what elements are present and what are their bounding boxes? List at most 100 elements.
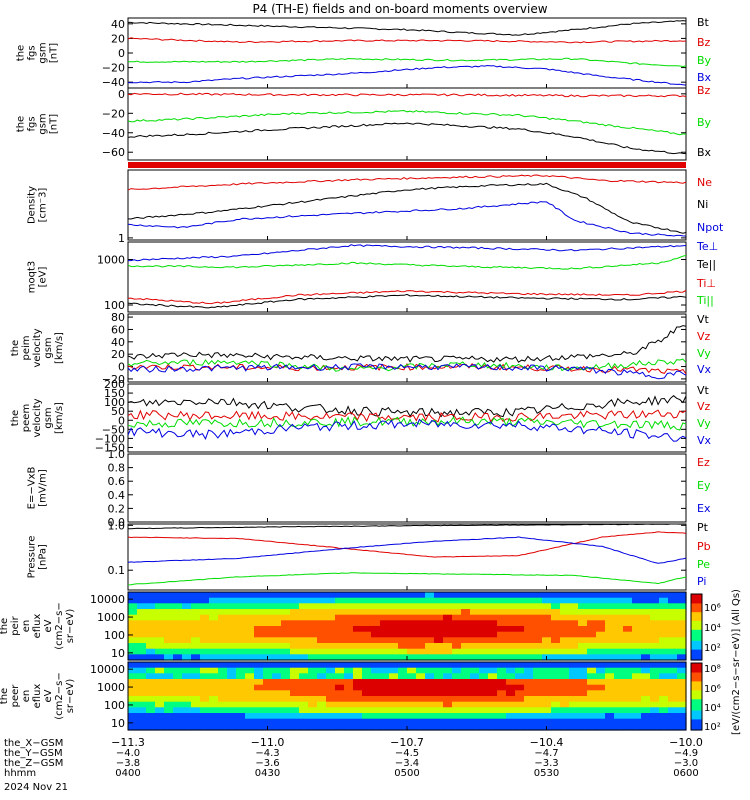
heatmap-cell: [209, 626, 219, 633]
heatmap-cell: [506, 637, 516, 644]
heatmap-cell: [650, 724, 660, 731]
heatmap-cell: [308, 648, 318, 655]
x-row-label: the_Z−GSM: [4, 758, 63, 769]
heatmap-cell: [452, 592, 462, 599]
heatmap-cell: [308, 684, 318, 691]
heatmap-cell: [452, 654, 462, 661]
colorbar-cell: [691, 665, 702, 668]
heatmap-cell: [182, 637, 192, 644]
heatmap-cell: [281, 626, 291, 633]
heatmap-cell: [335, 614, 345, 621]
heatmap-cell: [272, 609, 282, 616]
heatmap-cell: [452, 707, 462, 714]
panel-frame: [127, 241, 687, 313]
heatmap-cell: [488, 609, 498, 616]
heatmap-cell: [479, 626, 489, 633]
heatmap-cell: [605, 614, 615, 621]
heatmap-cell: [452, 614, 462, 621]
colorbar-tick-label: 10⁴: [704, 623, 721, 634]
heatmap-cell: [155, 667, 165, 674]
heatmap-cell: [191, 597, 201, 604]
heatmap-cell: [425, 620, 435, 627]
heatmap-cell: [137, 626, 147, 633]
heatmap-cell: [200, 724, 210, 731]
heatmap-cell: [326, 643, 336, 650]
heatmap-cell: [389, 673, 399, 680]
colorbar-tick-label: 10⁸: [704, 664, 721, 675]
heatmap-cell: [245, 724, 255, 731]
heatmap-cell: [425, 614, 435, 621]
heatmap-cell: [668, 707, 678, 714]
y-tick-label: 0.4: [108, 489, 126, 502]
colorbar-cell: [691, 703, 702, 706]
heatmap-cell: [164, 609, 174, 616]
heatmap-cell: [650, 662, 660, 669]
heatmap-cell: [443, 609, 453, 616]
heatmap-cell: [371, 690, 381, 697]
heatmap-cell: [425, 701, 435, 708]
heatmap-cell: [677, 662, 687, 669]
heatmap-cell: [245, 614, 255, 621]
heatmap-cell: [182, 701, 192, 708]
heatmap-cell: [398, 662, 408, 669]
heatmap-cell: [272, 592, 282, 599]
heatmap-cell: [596, 662, 606, 669]
heatmap-cell: [155, 614, 165, 621]
heatmap-cell: [191, 673, 201, 680]
heatmap-cell: [461, 673, 471, 680]
y-tick-label: 10000: [90, 593, 125, 606]
heatmap-cell: [641, 614, 651, 621]
heatmap-cell: [434, 684, 444, 691]
heatmap-cell: [524, 597, 534, 604]
heatmap-cell: [623, 592, 633, 599]
heatmap-cell: [452, 637, 462, 644]
colorbar-cell: [691, 687, 702, 691]
heatmap-cell: [308, 673, 318, 680]
heatmap-cell: [254, 673, 264, 680]
heatmap-cell: [470, 679, 480, 686]
heatmap-cell: [245, 648, 255, 655]
heatmap-cell: [560, 679, 570, 686]
heatmap-cell: [236, 648, 246, 655]
heatmap-cell: [443, 718, 453, 725]
heatmap-cell: [551, 707, 561, 714]
heatmap-cell: [227, 684, 237, 691]
colorbar-cell: [691, 611, 702, 615]
heatmap-cell: [461, 662, 471, 669]
heatmap-cell: [506, 597, 516, 604]
heatmap-cell: [650, 707, 660, 714]
heatmap-cell: [659, 713, 669, 720]
heatmap-cell: [614, 648, 624, 655]
heatmap-cell: [173, 592, 183, 599]
heatmap-cell: [407, 620, 417, 627]
heatmap-cell: [578, 643, 588, 650]
y-axis-label: peir: [10, 615, 21, 635]
heatmap-cell: [605, 654, 615, 661]
heatmap-cell: [272, 597, 282, 604]
heatmap-cell: [650, 713, 660, 720]
heatmap-cell: [515, 626, 525, 633]
heatmap-cell: [299, 662, 309, 669]
heatmap-cell: [155, 690, 165, 697]
heatmap-cell: [173, 713, 183, 720]
heatmap-cell: [560, 620, 570, 627]
heatmap-cell: [317, 592, 327, 599]
heatmap-cell: [281, 713, 291, 720]
heatmap-cell: [497, 684, 507, 691]
heatmap-cell: [272, 707, 282, 714]
x-row-value: −4.3: [255, 748, 279, 759]
heatmap-cell: [155, 684, 165, 691]
heatmap-cell: [506, 724, 516, 731]
heatmap-cell: [488, 603, 498, 610]
heatmap-cell: [290, 592, 300, 599]
heatmap-cell: [344, 654, 354, 661]
heatmap-cell: [308, 718, 318, 725]
heatmap-cell: [209, 648, 219, 655]
heatmap-cell: [245, 718, 255, 725]
heatmap-cell: [362, 673, 372, 680]
heatmap-cell: [128, 597, 138, 604]
heatmap-cell: [227, 707, 237, 714]
heatmap-cell: [542, 684, 552, 691]
heatmap-cell: [299, 696, 309, 703]
heatmap-cell: [182, 690, 192, 697]
